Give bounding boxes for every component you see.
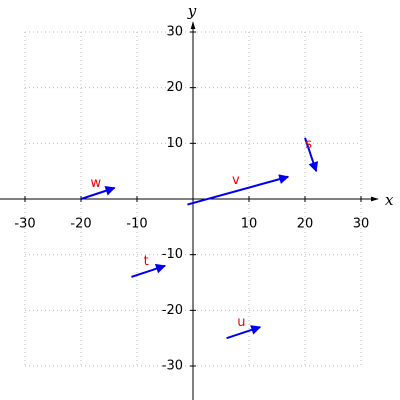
vector-label: s [305, 137, 312, 152]
y-tick-label: -10 [162, 247, 183, 262]
x-tick-label: -20 [70, 217, 91, 232]
vector-label: w [90, 176, 101, 191]
vector-label: u [237, 315, 245, 330]
vector-arrow [304, 137, 319, 173]
y-tick-label: 20 [166, 80, 183, 95]
y-tick-label: -20 [162, 303, 183, 318]
x-tick-label: -30 [14, 217, 35, 232]
vector-label: t [144, 254, 149, 269]
y-tick-label: -30 [162, 359, 183, 374]
x-tick-label: 10 [241, 217, 258, 232]
vector-arrow [80, 185, 116, 200]
x-tick-label: -10 [126, 217, 147, 232]
y-tick-label: 10 [166, 136, 183, 151]
x-tick-label: 20 [297, 217, 314, 232]
y-axis-label: y [187, 2, 197, 20]
x-axis-label: x [385, 191, 394, 209]
y-tick-label: 30 [166, 25, 183, 40]
vector-arrow [131, 263, 166, 278]
x-tick-label: 30 [353, 217, 370, 232]
vector-label: v [232, 173, 240, 188]
vector-arrow [187, 174, 290, 206]
vector-arrow [226, 325, 262, 340]
